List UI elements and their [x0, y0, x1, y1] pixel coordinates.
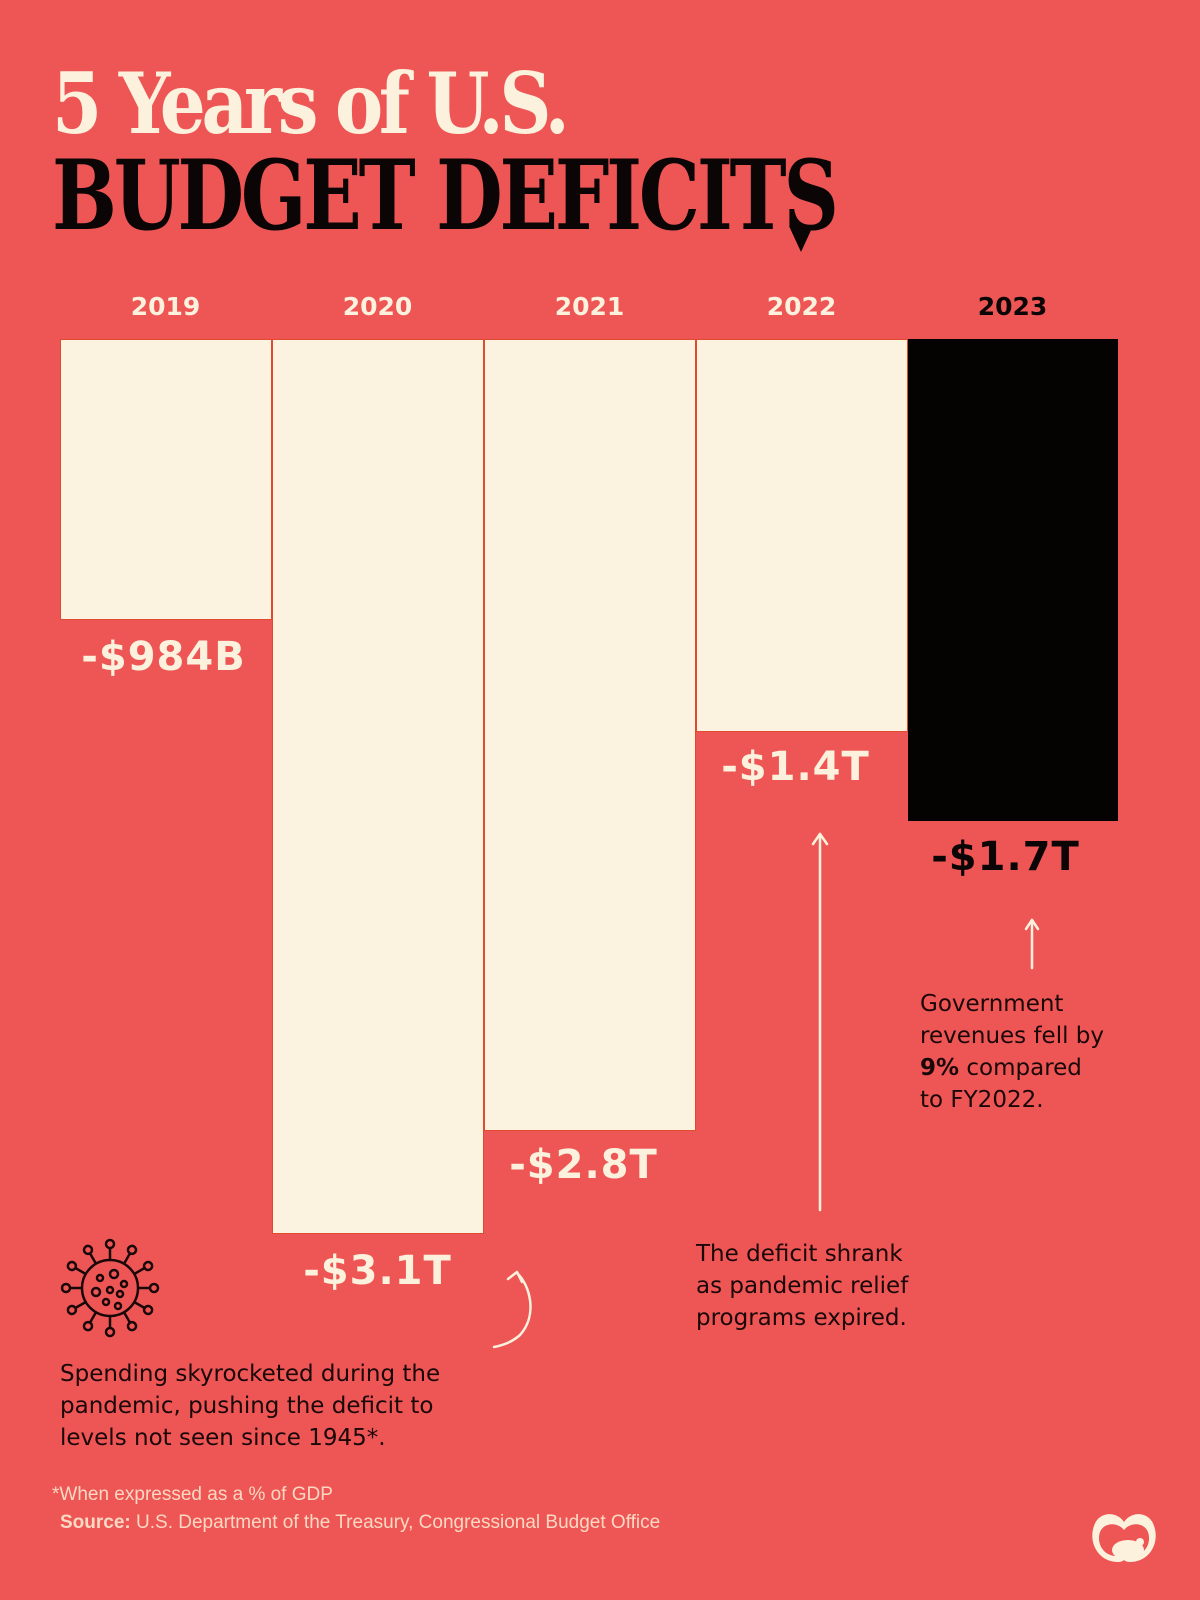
value-label-2019: -$984B — [81, 634, 246, 680]
year-label-2021: 2021 — [554, 292, 625, 321]
note-pandemic-line-2: pandemic, pushing the deficit to — [60, 1393, 434, 1419]
note-shrank-line-2: as pandemic relief — [696, 1273, 909, 1299]
note-revenues-line-1: Government — [920, 991, 1064, 1017]
source-line: Source: U.S. Department of the Treasury,… — [60, 1512, 660, 1534]
year-label-2022: 2022 — [766, 292, 837, 321]
revenue-drop-percent: 9% — [920, 1055, 960, 1081]
value-label-2020: -$3.1T — [303, 1248, 452, 1294]
title-line-2: BUDGET DEFICITS — [52, 139, 839, 252]
year-label-2023: 2023 — [977, 292, 1048, 321]
visual-capitalist-logo — [1092, 1514, 1156, 1562]
up-arrow-icon-2022 — [811, 832, 829, 1212]
value-label-2021: -$2.8T — [509, 1142, 658, 1188]
note-shrank-line-3: programs expired. — [696, 1305, 907, 1331]
note-revenues-line-3: 9% compared — [920, 1052, 1104, 1084]
bar-2021 — [484, 339, 696, 1131]
note-revenues-line-4: to FY2022. — [920, 1087, 1044, 1113]
year-label-2019: 2019 — [130, 292, 201, 321]
down-arrow-icon — [789, 226, 813, 252]
value-label-2022: -$1.4T — [721, 744, 870, 790]
source-label: Source: — [60, 1512, 131, 1533]
note-pandemic-line-3: levels not seen since 1945*. — [60, 1425, 386, 1451]
up-arrow-icon-2023 — [1024, 918, 1040, 970]
note-pandemic-line-1: Spending skyrocketed during the — [60, 1361, 441, 1387]
bar-2022 — [696, 339, 908, 732]
footnote: *When expressed as a % of GDP — [52, 1484, 333, 1505]
bar-2020 — [272, 339, 484, 1234]
curved-arrow-icon — [492, 1270, 532, 1349]
note-revenues-line-3-rest: compared — [959, 1055, 1082, 1081]
note-shrank-line-1: The deficit shrank — [696, 1241, 903, 1267]
note-revenues-line-2: revenues fell by — [920, 1023, 1105, 1049]
title-line-1: 5 Years of U.S. — [52, 54, 570, 153]
note-deficit-shrank: The deficit shrank as pandemic relief pr… — [696, 1238, 908, 1334]
bar-2023 — [908, 339, 1118, 821]
virus-icon — [60, 1238, 160, 1338]
note-revenues: Government revenues fell by 9% compared … — [920, 988, 1104, 1116]
bar-2019 — [60, 339, 272, 620]
source-text: U.S. Department of the Treasury, Congres… — [130, 1512, 661, 1533]
year-label-2020: 2020 — [342, 292, 413, 321]
note-pandemic: Spending skyrocketed during the pandemic… — [60, 1358, 440, 1454]
value-label-2023: -$1.7T — [931, 834, 1080, 880]
